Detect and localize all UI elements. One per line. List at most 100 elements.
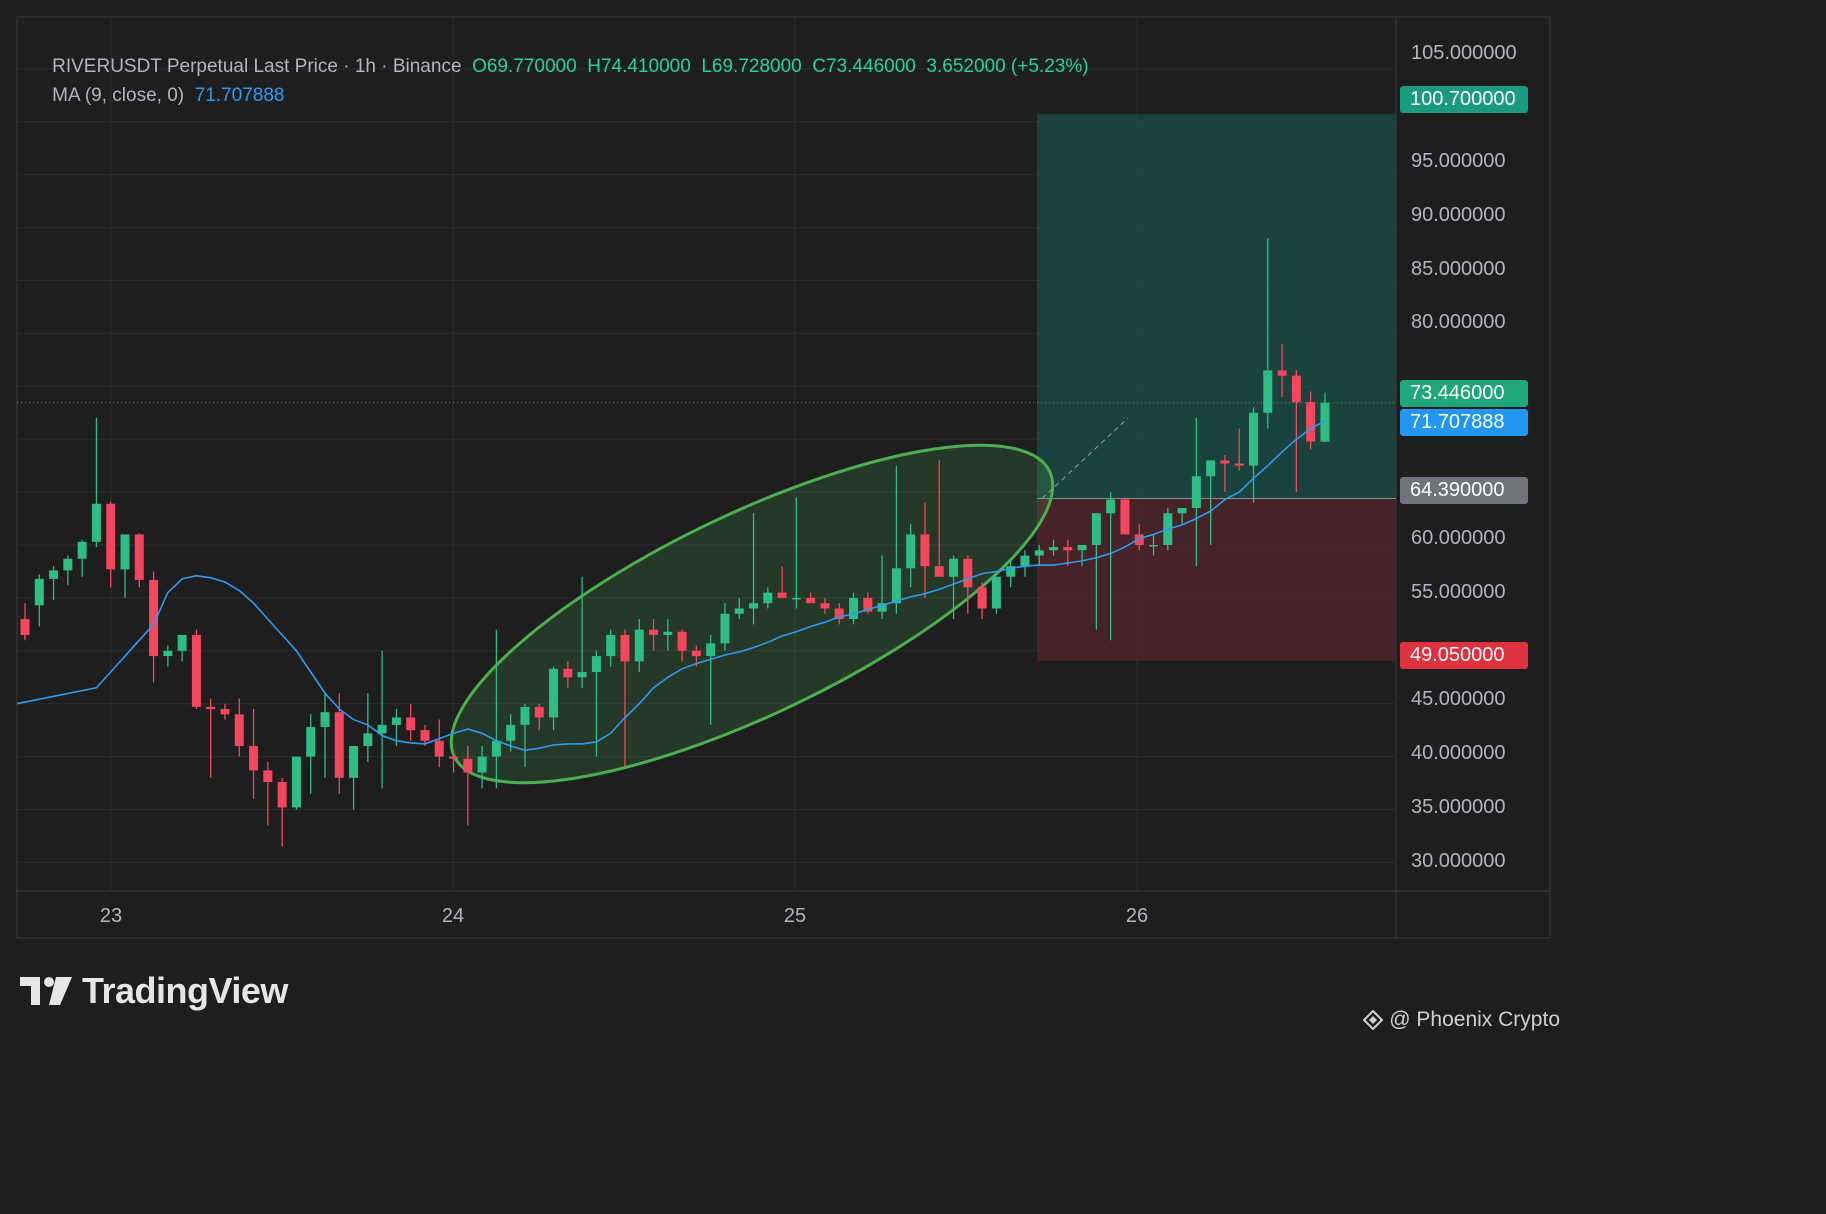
y-tick-30: 30.000000: [1411, 850, 1506, 872]
candle-body: [249, 746, 259, 771]
candle-body: [263, 770, 273, 783]
candle-body: [449, 756, 459, 759]
candle-body: [906, 534, 916, 569]
candle-body: [377, 724, 387, 734]
candle-body: [406, 717, 416, 731]
candle-body: [49, 570, 59, 579]
candle-body: [291, 756, 301, 808]
candle-body: [191, 634, 201, 707]
ma-line: [16, 420, 1326, 752]
candle-body: [663, 631, 673, 635]
candle-body: [691, 650, 701, 657]
candle-body: [220, 709, 230, 715]
candle-body: [720, 613, 730, 644]
candle-body: [749, 603, 759, 609]
candle-body: [649, 629, 659, 635]
legend-low: L69.728000: [701, 56, 802, 77]
candle-body: [434, 740, 444, 757]
candle-body: [620, 634, 630, 662]
candle-body: [963, 558, 973, 588]
chart-border: [16, 16, 1551, 939]
candle-body: [63, 558, 73, 571]
target-price-tag: 100.700000: [1400, 86, 1528, 113]
candle-body: [106, 503, 116, 570]
legend-close: C73.446000: [812, 56, 916, 77]
candle-body: [306, 726, 316, 757]
y-tick-55: 55.000000: [1411, 581, 1506, 603]
x-tick-26: 26: [1125, 905, 1149, 927]
candle-body: [463, 758, 473, 773]
candle-body: [991, 576, 1001, 609]
uptrend-highlight-ellipse: [449, 443, 1055, 785]
brand-name: TradingView: [82, 970, 288, 1011]
candle-body: [834, 608, 844, 620]
y-tick-90: 90.000000: [1411, 204, 1506, 226]
candle-body: [1220, 460, 1230, 464]
watermark-credit: @ Phoenix Crypto: [1363, 1008, 1560, 1032]
candle-body: [1277, 370, 1287, 376]
candle-body: [806, 597, 816, 604]
legend-change: 3.652000 (+5.23%): [926, 56, 1089, 77]
candle-body: [1263, 370, 1273, 413]
candle-body: [34, 578, 44, 606]
candle-body: [320, 712, 330, 727]
candle-body: [477, 756, 487, 773]
candle-body: [934, 566, 944, 577]
candle-body: [1063, 547, 1073, 551]
candle-body: [1249, 412, 1259, 466]
legend-line-2: MA (9, close, 0) 71.707888: [31, 63, 284, 129]
candle-body: [20, 619, 30, 635]
candle-body: [149, 579, 159, 657]
credit-text: @ Phoenix Crypto: [1389, 1008, 1560, 1031]
candle-body: [1291, 375, 1301, 403]
candle-body: [391, 717, 401, 725]
candle-body: [1134, 534, 1144, 545]
candle-body: [863, 597, 873, 612]
candle-body: [1020, 555, 1030, 567]
candle-body: [577, 671, 587, 678]
x-tick-25: 25: [783, 905, 807, 927]
legend-open: O69.770000: [472, 56, 577, 77]
candle-body: [1091, 513, 1101, 545]
candle-body: [1049, 547, 1059, 551]
candle-body: [134, 534, 144, 580]
y-tick-60: 60.000000: [1411, 527, 1506, 549]
x-tick-23: 23: [99, 905, 123, 927]
candle-body: [706, 643, 716, 657]
legend-line-1: RIVERUSDT Perpetual Last Price · 1h · Bi…: [31, 34, 1089, 100]
candle-body: [549, 668, 559, 718]
candle-body: [1006, 566, 1016, 577]
y-tick-35: 35.000000: [1411, 796, 1506, 818]
candle-body: [777, 592, 787, 598]
legend-symbol: RIVERUSDT Perpetual Last Price · 1h · Bi…: [52, 56, 462, 77]
candle-body: [563, 668, 573, 678]
candle-body: [520, 706, 530, 725]
candle-body: [734, 608, 744, 614]
y-tick-85: 85.000000: [1411, 258, 1506, 280]
y-tick-95: 95.000000: [1411, 150, 1506, 172]
candle-body: [77, 541, 87, 559]
chart-frame: RIVERUSDT Perpetual Last Price · 1h · Bi…: [16, 16, 1560, 1032]
candle-body: [763, 592, 773, 604]
tradingview-icon: [20, 977, 72, 1005]
y-tick-45: 45.000000: [1411, 688, 1506, 710]
candle-body: [91, 503, 101, 542]
candle-body: [277, 782, 287, 808]
candle-body: [606, 634, 616, 657]
y-tick-40: 40.000000: [1411, 742, 1506, 764]
last-price-tag: 73.446000: [1400, 380, 1528, 407]
candle-body: [1320, 402, 1330, 442]
candle-body: [334, 712, 344, 778]
candle-body: [849, 597, 859, 620]
candle-body: [920, 534, 930, 567]
tradingview-logo: TradingView: [20, 970, 288, 1012]
candle-body: [206, 706, 216, 710]
candle-body: [891, 568, 901, 604]
position-connector: [1041, 417, 1129, 499]
candle-body: [791, 597, 801, 600]
candle-body: [1191, 476, 1201, 508]
candle-body: [677, 631, 687, 651]
candle-body: [363, 733, 373, 747]
candle-body: [1206, 460, 1216, 477]
candle-body: [420, 730, 430, 741]
